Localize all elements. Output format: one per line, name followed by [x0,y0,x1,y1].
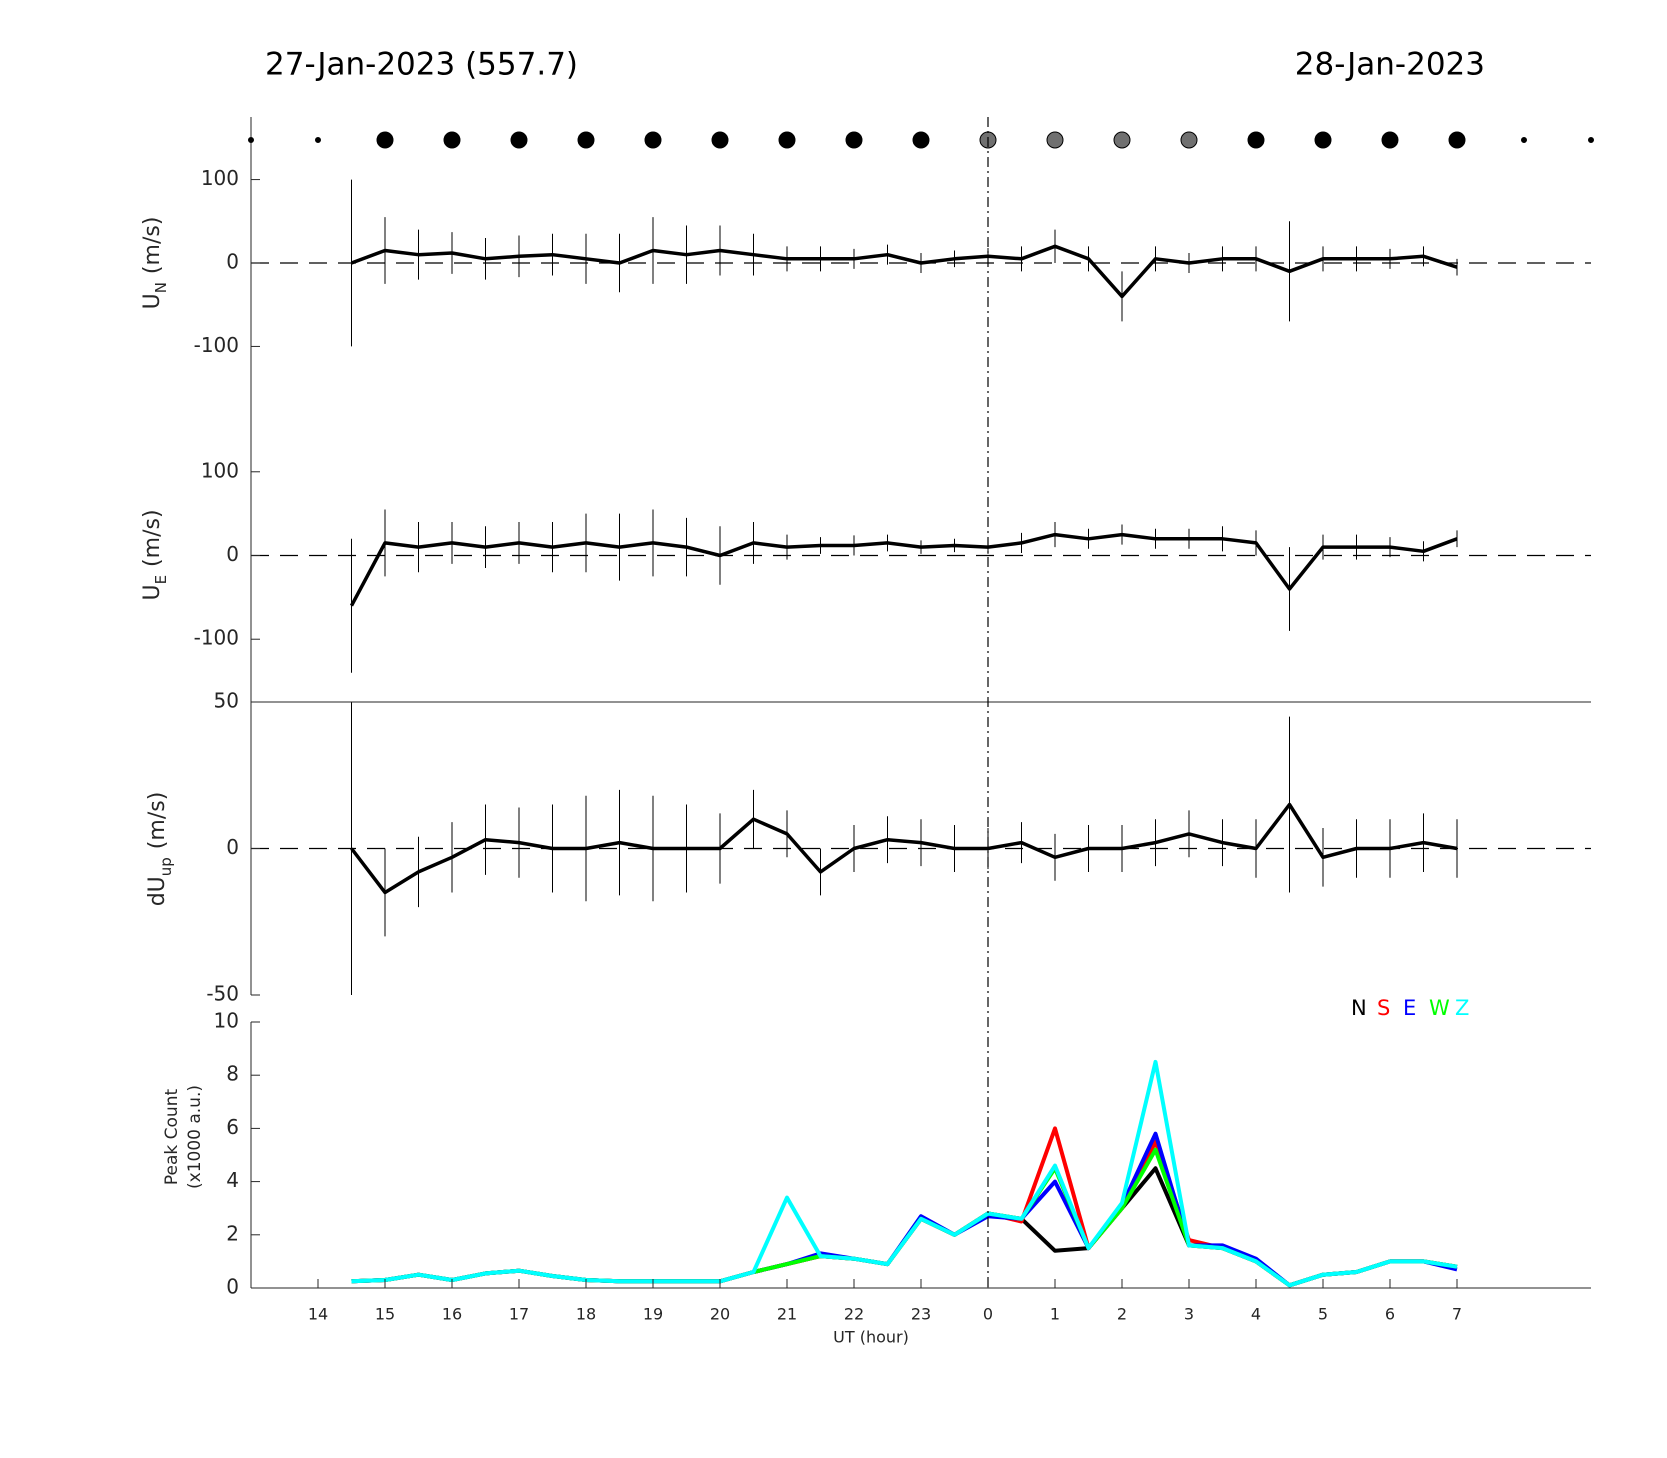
x-tick-label: 4 [1251,1305,1261,1324]
panel [251,179,1591,347]
y-tick-label: 8 [226,1062,239,1086]
sky-dot [711,131,729,149]
x-tick-label: 16 [442,1305,462,1324]
x-tick-label: 17 [509,1305,529,1324]
y-tick-label: 100 [201,166,239,190]
legend-entry: N [1351,996,1367,1020]
y-label-main: dU [145,876,170,906]
x-tick-label: 7 [1452,1305,1462,1324]
y-axis-label: (x1000 a.u.) [185,1085,205,1189]
legend-entry: Z [1455,996,1469,1020]
right-title: 28-Jan-2023 [1295,47,1485,83]
sky-dot [778,131,796,149]
series-line [351,1131,1458,1288]
legend-entry: S [1377,996,1390,1020]
sky-dot [315,137,321,143]
x-tick-label: 3 [1184,1305,1194,1324]
y-label-sub: up [157,857,175,876]
sky-dot [1180,131,1198,149]
x-tick-label: 14 [308,1305,328,1324]
y-axis-label: dUup (m/s) [145,792,175,907]
y-tick-label: 0 [226,835,239,859]
y-axis-label: Peak Count [162,1089,182,1186]
sky-dot [912,131,930,149]
sky-dot [1046,131,1064,149]
x-tick-label: 18 [576,1305,596,1324]
sky-dot [443,131,461,149]
series-line [351,1166,1458,1288]
y-tick-label: -100 [194,626,239,650]
sky-dot [1588,137,1594,143]
x-tick-label: 20 [710,1305,730,1324]
x-tick-label: 19 [643,1305,663,1324]
y-tick-label: 10 [214,1009,239,1033]
series-line [351,1059,1458,1288]
x-tick-label: 21 [777,1305,797,1324]
x-tick-label: 22 [844,1305,864,1324]
series-line [351,1147,1458,1288]
y-label-unit: (m/s) [140,217,165,274]
y-label-sub: E [152,575,170,584]
sky-dot [1448,131,1466,149]
y-tick-label: 6 [226,1115,239,1139]
y-axis-label: UN (m/s) [140,217,170,310]
x-tick-label: 6 [1385,1305,1395,1324]
y-tick-label: 4 [226,1168,239,1192]
y-tick-label: 0 [226,1275,239,1299]
x-tick-label: 15 [375,1305,395,1324]
series-line [351,1126,1458,1288]
sky-dot [1521,137,1527,143]
y-tick-label: -50 [206,982,239,1006]
data-line [349,532,1458,607]
sky-dot [845,131,863,149]
panel [251,509,1591,673]
y-label-unit: (m/s) [140,509,165,566]
sky-dot [577,131,595,149]
y-tick-label: 2 [226,1221,239,1245]
data-line [350,802,1458,895]
sky-dot [248,137,254,143]
sky-dot [510,131,528,149]
sky-dot [1247,131,1265,149]
y-tick-label: -100 [194,333,239,357]
y-tick-label: 50 [214,689,239,713]
x-tick-label: 23 [911,1305,931,1324]
legend-entry: W [1429,996,1450,1020]
left-title: 27-Jan-2023 (557.7) [265,47,578,83]
x-tick-label: 1 [1050,1305,1060,1324]
y-label-unit: (m/s) [145,792,170,849]
x-tick-label: 5 [1318,1305,1328,1324]
y-label-main: U [140,293,165,309]
sky-dot [1314,131,1332,149]
x-tick-label: 2 [1117,1305,1127,1324]
y-tick-label: 100 [201,458,239,482]
y-tick-label: 0 [226,250,239,274]
y-axis-label: UE (m/s) [140,509,170,600]
x-axis-label: UT (hour) [833,1328,909,1347]
x-tick-label: 0 [983,1305,993,1324]
data-line [350,244,1458,299]
y-label-sub: N [152,282,170,293]
sky-dot [644,131,662,149]
panel [251,702,1591,995]
sky-dot [1381,131,1399,149]
legend-entry: E [1403,996,1416,1020]
y-tick-label: 0 [226,542,239,566]
y-label-main: U [140,584,165,600]
sky-dot [376,131,394,149]
sky-dot [1113,131,1131,149]
panel [351,1059,1458,1288]
